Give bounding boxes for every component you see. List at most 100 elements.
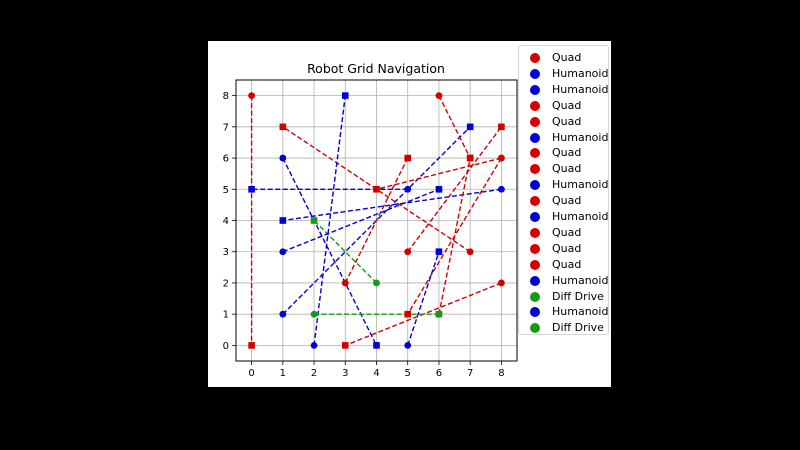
legend-item: Humanoid <box>519 304 610 320</box>
legend-marker <box>530 275 540 286</box>
legend-label: Humanoid <box>552 210 609 223</box>
humanoid-path-line <box>407 251 440 346</box>
legend-item: Humanoid <box>519 273 610 289</box>
legend-label: Quad <box>552 146 582 160</box>
humanoid-goal-marker <box>435 248 443 256</box>
legend-label: Quad <box>552 241 582 255</box>
quad-start-marker <box>341 279 349 287</box>
legend-item: Quad <box>519 98 610 114</box>
legend-label: Humanoid <box>552 130 609 144</box>
legend-item: Quad <box>519 257 610 273</box>
quad-goal-marker <box>373 185 380 193</box>
legend-marker <box>530 196 540 207</box>
legend-marker <box>530 180 540 191</box>
legend-marker <box>530 53 540 63</box>
humanoid-start-marker <box>279 154 287 162</box>
quad-start-marker <box>497 154 505 162</box>
x-tick-label: 2 <box>311 368 317 379</box>
quad-path-line <box>344 157 409 284</box>
humanoid-goal-marker <box>248 185 255 193</box>
x-tick-label: 6 <box>436 368 442 379</box>
quad-path-line <box>438 95 471 159</box>
quad-start-marker <box>404 248 412 256</box>
humanoid-path-line <box>313 95 346 346</box>
x-tick-label: 1 <box>280 368 286 379</box>
legend-marker <box>530 212 540 222</box>
legend-item: Diff Drive <box>519 289 610 305</box>
legend-item: Quad <box>519 145 610 161</box>
humanoid-path-line <box>282 188 440 253</box>
axis-ticks: 0 1 2 3 4 5 6 7 8 0 1 2 3 4 5 6 7 8 <box>223 91 505 379</box>
legend-label: Humanoid <box>552 82 609 96</box>
legend-marker <box>530 84 540 95</box>
legend-marker <box>530 323 540 334</box>
quad-goal-marker <box>404 310 412 318</box>
y-tick-label: 3 <box>223 247 229 258</box>
legend-label: Quad <box>552 257 582 271</box>
legend-label: Humanoid <box>552 178 609 192</box>
humanoid-path-line <box>282 188 502 222</box>
legend-item: Humanoid <box>519 82 610 98</box>
legend-label: Quad <box>552 225 582 239</box>
x-tick-label: 3 <box>342 368 348 379</box>
diff-drive-start-marker <box>310 310 318 318</box>
diff-drive-goal-marker <box>310 217 318 224</box>
legend-item: Quad <box>519 241 610 257</box>
legend-label: Quad <box>552 162 582 176</box>
humanoid-start-marker <box>404 341 412 349</box>
legend-item: Quad <box>519 193 610 209</box>
y-tick-label: 0 <box>223 341 229 352</box>
x-tick-label: 7 <box>467 368 473 379</box>
humanoid-goal-marker <box>466 123 474 131</box>
legend-marker <box>530 148 540 159</box>
humanoid-start-marker <box>404 185 412 193</box>
humanoid-start-marker <box>279 248 287 256</box>
humanoid-start-marker <box>279 310 287 318</box>
legend-item: Quad <box>519 225 610 241</box>
legend-label: Diff Drive <box>552 289 604 303</box>
humanoid-goal-marker <box>279 217 287 224</box>
quad-goal-marker <box>279 123 287 131</box>
legend-marker <box>530 100 540 111</box>
quad-path-line <box>438 157 471 315</box>
legend-marker <box>530 291 540 302</box>
legend-label: Diff Drive <box>552 321 604 335</box>
quad-goal-marker <box>466 154 474 162</box>
series-lines <box>250 95 502 347</box>
legend-marker <box>530 164 540 175</box>
humanoid-start-marker <box>497 185 505 193</box>
y-tick-label: 5 <box>223 185 229 196</box>
legend-label: Humanoid <box>552 66 609 80</box>
plot-area: Robot Grid Navigation 0 1 2 3 4 5 6 7 8 0 1 2 3 4 5 6 7 8 <box>223 61 518 379</box>
y-tick-label: 1 <box>223 310 229 321</box>
quad-path-line <box>407 126 502 253</box>
legend-label: Quad <box>552 194 582 208</box>
legend-item: Quad <box>519 161 610 177</box>
legend-item: Quad <box>519 114 610 130</box>
legend-item: Diff Drive <box>519 320 610 336</box>
quad-goal-marker <box>341 342 349 349</box>
legend-item: Humanoid <box>519 209 610 225</box>
legend-label: Quad <box>552 51 582 64</box>
legend-item: Humanoid <box>519 177 610 193</box>
chart-title: Robot Grid Navigation <box>307 61 445 76</box>
legend-item: Quad <box>519 50 610 66</box>
legend-label: Quad <box>552 98 582 112</box>
x-tick-label: 8 <box>498 368 504 379</box>
quad-start-marker <box>497 279 505 287</box>
humanoid-goal-marker <box>341 92 349 99</box>
legend-label: Humanoid <box>552 273 609 287</box>
legend-marker <box>530 307 540 318</box>
quad-goal-marker <box>498 123 505 131</box>
quad-start-marker <box>435 92 443 100</box>
legend: Quad Humanoid Humanoid Quad Quad Humanoid Quad… <box>518 45 609 335</box>
quad-path-line <box>376 157 502 190</box>
diff-drive-start-marker <box>373 279 380 287</box>
legend-item: Humanoid <box>519 130 610 146</box>
quad-start-marker <box>248 92 256 100</box>
humanoid-goal-marker <box>373 342 380 349</box>
y-tick-label: 2 <box>223 278 229 289</box>
x-tick-label: 0 <box>248 368 254 379</box>
axes-frame <box>235 79 518 362</box>
legend-marker <box>530 227 540 238</box>
